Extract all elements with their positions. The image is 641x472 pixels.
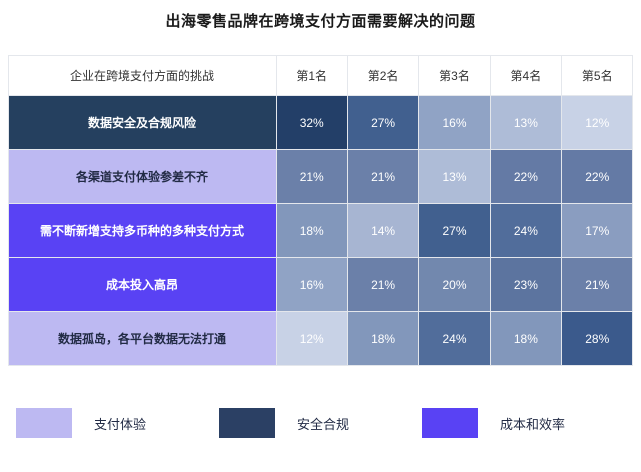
heatmap-cell: 21% bbox=[561, 257, 634, 312]
challenge-column-header: 企业在跨境支付方面的挑战 bbox=[7, 55, 277, 96]
heatmap-cell: 16% bbox=[275, 257, 348, 312]
table-row: 数据孤岛，各平台数据无法打通 12% 18% 24% 18% 28% bbox=[7, 311, 634, 366]
legend-item-payment-experience: 支付体验 bbox=[16, 408, 219, 438]
heatmap-cell: 18% bbox=[346, 311, 420, 366]
heatmap-cell: 18% bbox=[489, 311, 563, 366]
rank-2-column-header: 第2名 bbox=[346, 55, 420, 96]
table-row: 各渠道支付体验参差不齐 21% 21% 13% 22% 22% bbox=[7, 149, 634, 204]
heatmap-cell: 24% bbox=[418, 311, 491, 366]
rank-1-column-header: 第1名 bbox=[275, 55, 348, 96]
heatmap-cell: 17% bbox=[561, 203, 634, 258]
heatmap-cell: 27% bbox=[346, 95, 420, 150]
heatmap-cell: 22% bbox=[561, 149, 634, 204]
legend-item-cost-efficiency: 成本和效率 bbox=[422, 408, 625, 438]
table-header-row: 企业在跨境支付方面的挑战 第1名 第2名 第3名 第4名 第5名 bbox=[7, 55, 634, 96]
rank-3-column-header: 第3名 bbox=[418, 55, 491, 96]
heatmap-cell: 21% bbox=[275, 149, 348, 204]
heatmap-cell: 14% bbox=[346, 203, 420, 258]
heatmap-cell: 21% bbox=[346, 257, 420, 312]
heatmap-cell: 24% bbox=[489, 203, 563, 258]
heatmap-cell: 13% bbox=[418, 149, 491, 204]
table-row: 数据安全及合规风险 32% 27% 16% 13% 12% bbox=[7, 95, 634, 150]
heatmap-cell: 13% bbox=[489, 95, 563, 150]
legend-label: 成本和效率 bbox=[500, 416, 566, 432]
row-label: 成本投入高昂 bbox=[7, 257, 277, 312]
heatmap-cell: 22% bbox=[489, 149, 563, 204]
row-label: 各渠道支付体验参差不齐 bbox=[7, 149, 277, 204]
rank-5-column-header: 第5名 bbox=[561, 55, 634, 96]
heatmap-cell: 21% bbox=[346, 149, 420, 204]
legend-item-security-compliance: 安全合规 bbox=[219, 408, 422, 438]
heatmap-cell: 32% bbox=[275, 95, 348, 150]
legend-swatch bbox=[422, 408, 478, 438]
legend-label: 支付体验 bbox=[94, 416, 147, 432]
heatmap-cell: 23% bbox=[489, 257, 563, 312]
rank-4-column-header: 第4名 bbox=[489, 55, 563, 96]
heatmap-cell: 18% bbox=[275, 203, 348, 258]
heatmap-cell: 20% bbox=[418, 257, 491, 312]
heatmap-cell: 28% bbox=[561, 311, 634, 366]
heatmap-cell: 16% bbox=[418, 95, 491, 150]
payment-challenges-table: 企业在跨境支付方面的挑战 第1名 第2名 第3名 第4名 第5名 数据安全及合规… bbox=[7, 55, 634, 366]
row-label: 数据孤岛，各平台数据无法打通 bbox=[7, 311, 277, 366]
heatmap-cell: 12% bbox=[561, 95, 634, 150]
legend: 支付体验 安全合规 成本和效率 bbox=[16, 408, 625, 438]
table-body: 数据安全及合规风险 32% 27% 16% 13% 12% 各渠道支付体验参差不齐 21% 21… bbox=[7, 95, 634, 366]
legend-label: 安全合规 bbox=[297, 416, 350, 432]
chart-title: 出海零售品牌在跨境支付方面需要解决的问题 bbox=[165, 13, 476, 30]
heatmap-cell: 27% bbox=[418, 203, 491, 258]
table-row: 成本投入高昂 16% 21% 20% 23% 21% bbox=[7, 257, 634, 312]
legend-swatch bbox=[16, 408, 72, 438]
legend-swatch bbox=[219, 408, 275, 438]
row-label: 需不断新增支持多币种的多种支付方式 bbox=[7, 203, 277, 258]
table-row: 需不断新增支持多币种的多种支付方式 18% 14% 27% 24% 17% bbox=[7, 203, 634, 258]
row-label: 数据安全及合规风险 bbox=[7, 95, 277, 150]
heatmap-cell: 12% bbox=[275, 311, 348, 366]
